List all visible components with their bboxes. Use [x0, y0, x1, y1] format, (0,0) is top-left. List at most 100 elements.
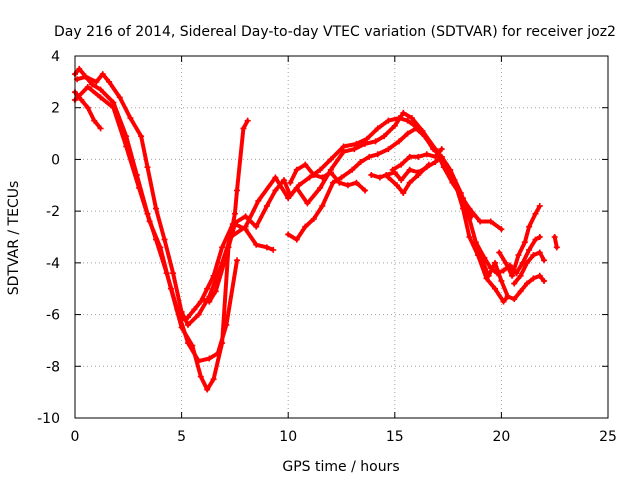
data-point — [526, 246, 533, 253]
data-point — [280, 177, 287, 184]
data-point — [509, 272, 516, 279]
data-point — [219, 340, 226, 347]
data-point — [485, 272, 492, 279]
x-axis-label: GPS time / hours — [282, 459, 399, 475]
data-point — [376, 174, 383, 181]
data-point — [244, 117, 251, 124]
data-point — [432, 153, 439, 160]
plot-frame — [74, 55, 609, 419]
y-tick-label: -10 — [37, 411, 60, 427]
data-point — [511, 296, 518, 303]
data-point — [479, 257, 486, 264]
data-point — [231, 210, 238, 217]
data-point — [404, 130, 411, 137]
data-point — [541, 257, 548, 264]
data-point — [306, 174, 313, 181]
data-point — [255, 197, 262, 204]
x-tick-label: 15 — [386, 429, 404, 445]
data-point — [425, 161, 432, 168]
data-point — [310, 171, 317, 178]
data-point — [517, 272, 524, 279]
data-point — [477, 218, 484, 225]
data-point — [404, 117, 411, 124]
data-point — [317, 184, 324, 191]
x-tick-label: 25 — [599, 429, 617, 445]
x-tick-label: 10 — [279, 429, 297, 445]
data-point — [206, 355, 213, 362]
data-point — [285, 231, 292, 238]
data-point — [327, 156, 334, 163]
data-point — [221, 259, 228, 266]
data-point — [170, 270, 177, 277]
data-point — [415, 171, 422, 178]
data-point — [178, 324, 185, 331]
data-point — [84, 84, 91, 91]
data-point — [523, 280, 530, 287]
data-point — [204, 285, 211, 292]
data-point — [502, 259, 509, 266]
data-point — [492, 259, 499, 266]
data-point — [357, 159, 364, 166]
data-point — [157, 244, 164, 251]
data-point — [532, 236, 539, 243]
data-point — [178, 308, 185, 315]
data-point — [536, 272, 543, 279]
data-point — [351, 146, 358, 153]
data-point — [385, 146, 392, 153]
data-point — [551, 234, 558, 240]
data-point — [457, 190, 464, 197]
data-point — [146, 218, 153, 225]
x-tick-label: 0 — [71, 429, 80, 445]
data-point — [206, 298, 213, 305]
data-point — [398, 161, 405, 168]
series-arc-14 — [511, 249, 548, 287]
data-point — [521, 239, 528, 246]
data-point — [438, 146, 445, 153]
data-point — [317, 166, 324, 173]
y-tick-label: -6 — [46, 308, 60, 324]
data-point — [374, 151, 381, 158]
data-point — [368, 171, 375, 178]
data-point — [466, 215, 473, 222]
data-point — [396, 138, 403, 145]
data-point — [270, 246, 277, 253]
series-trace — [288, 162, 367, 193]
data-point — [423, 151, 430, 158]
data-point — [515, 252, 522, 259]
data-point — [287, 192, 294, 199]
data-point — [385, 174, 392, 181]
y-tick-label: 4 — [51, 49, 60, 65]
data-point — [310, 215, 317, 222]
data-point — [385, 117, 392, 124]
data-point — [99, 71, 106, 78]
data-point — [184, 321, 191, 328]
data-point — [272, 174, 279, 181]
data-point — [212, 288, 219, 295]
y-tick-label: -8 — [46, 359, 60, 375]
data-point — [421, 133, 428, 140]
data-point — [536, 249, 543, 256]
data-point — [319, 202, 326, 209]
data-point — [530, 252, 537, 259]
data-point — [242, 213, 249, 220]
data-point — [406, 166, 413, 173]
data-point — [138, 133, 145, 140]
data-point — [82, 73, 89, 80]
data-point — [438, 153, 445, 160]
series-arc-8 — [287, 161, 368, 194]
data-point — [78, 96, 85, 103]
data-point — [511, 280, 518, 287]
data-point — [500, 267, 507, 274]
data-point — [329, 179, 336, 186]
data-point — [398, 177, 405, 184]
series-arc-10 — [389, 146, 445, 173]
data-point — [447, 166, 454, 173]
data-point — [496, 249, 503, 256]
series-trace — [369, 154, 542, 276]
data-point — [400, 190, 407, 197]
data-point — [361, 140, 368, 147]
data-point — [364, 135, 371, 142]
data-point — [336, 179, 343, 186]
